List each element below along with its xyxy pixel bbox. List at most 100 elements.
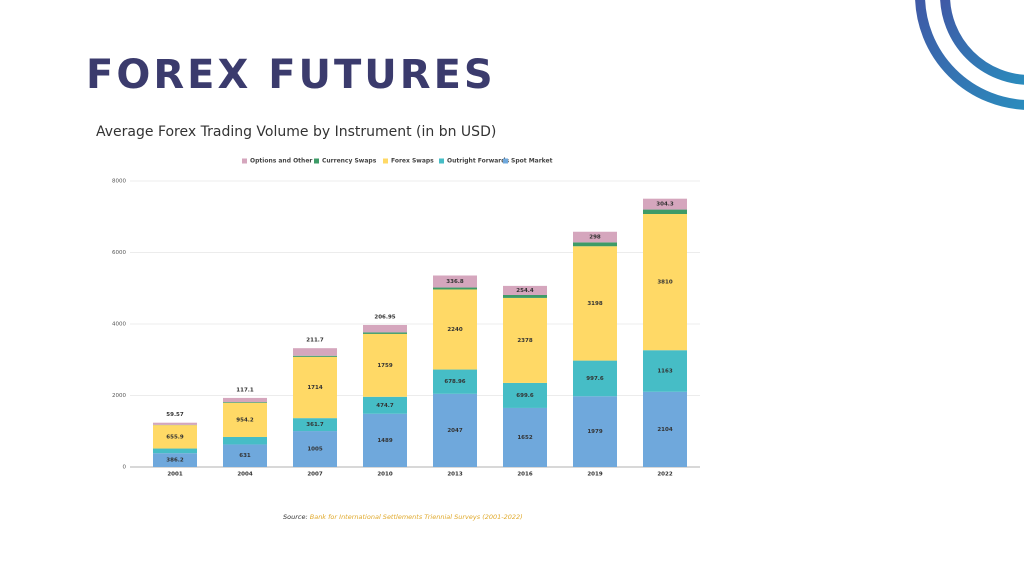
value-label: 3810 (657, 280, 672, 286)
bar-segment (293, 431, 337, 467)
bar-segment (503, 407, 547, 467)
value-label: 1489 (377, 438, 392, 444)
x-tick-label: 2013 (447, 472, 462, 478)
bar-segment (363, 332, 407, 334)
bar-segment (503, 297, 547, 383)
bar-segment (433, 287, 477, 290)
value-label: 655.9 (166, 434, 184, 440)
bar-segment (223, 402, 267, 437)
arc (940, 0, 1024, 85)
bar-segment (433, 369, 477, 394)
bar-segment (433, 289, 477, 370)
legend-swatch (503, 158, 508, 164)
decor-arcs (915, 0, 1024, 110)
x-tick-label: 2007 (307, 472, 322, 478)
x-tick-label: 2019 (587, 472, 602, 478)
value-label: 474.7 (376, 403, 394, 409)
bar-segment (643, 391, 687, 467)
bar-segment (433, 275, 477, 288)
legend-label: Outright Forwards (447, 158, 510, 165)
y-tick-label: 6000 (112, 250, 126, 256)
bar-segment (573, 396, 617, 467)
bar-segment (433, 393, 477, 467)
bar-segment (573, 231, 617, 243)
value-label: 117.1 (236, 387, 254, 393)
y-tick-label: 4000 (112, 322, 126, 328)
chart: 020004000600080002001386.2130.3655.959.5… (112, 158, 700, 478)
value-label: 2378 (517, 338, 532, 344)
value-label: 298 (589, 235, 601, 241)
bar-segment (293, 355, 337, 357)
bar-segment (363, 413, 407, 467)
value-label: 254.4 (516, 288, 534, 294)
bar-segment (223, 444, 267, 467)
value-label: 997.6 (586, 376, 604, 382)
bar-segment (223, 436, 267, 445)
legend-swatch (383, 158, 388, 164)
legend-swatch (242, 158, 247, 164)
bar-segment (153, 425, 197, 449)
y-tick-label: 0 (123, 465, 127, 471)
bar-segment (643, 350, 687, 392)
bar-segment (363, 324, 407, 333)
value-label: 206.95 (374, 314, 395, 320)
bar-segment (293, 348, 337, 356)
y-tick-label: 8000 (112, 179, 126, 185)
bar-segment (643, 213, 687, 351)
value-label: 1005 (307, 447, 322, 453)
bar-segment (153, 448, 197, 454)
bar-segment (643, 198, 687, 210)
value-label: 699.6 (516, 393, 534, 399)
bar-segment (573, 360, 617, 397)
value-label: 631 (239, 453, 251, 459)
bar-segment (293, 356, 337, 419)
value-label: 336.8 (446, 279, 464, 285)
x-tick-label: 2010 (377, 472, 392, 478)
value-label: 304.3 (656, 202, 674, 208)
value-label: 211.7 (306, 338, 324, 344)
bar-segment (363, 333, 407, 397)
bar-segment (153, 422, 197, 425)
value-label: 1652 (517, 435, 532, 441)
x-tick-label: 2004 (237, 472, 252, 478)
source-text: Bank for International Settlements Trien… (310, 513, 523, 521)
value-label: 2240 (447, 327, 462, 333)
value-label: 1979 (587, 429, 602, 435)
chart-title: Average Forex Trading Volume by Instrume… (96, 124, 496, 140)
y-tick-label: 2000 (112, 393, 126, 399)
bar-segment (643, 209, 687, 214)
value-label: 2047 (447, 428, 462, 434)
x-tick-label: 2022 (657, 472, 672, 478)
value-label: 361.7 (306, 422, 324, 428)
legend-label: Spot Market (511, 158, 553, 165)
value-label: 3198 (587, 301, 602, 307)
legend-swatch (314, 158, 319, 164)
bar-segment (223, 397, 267, 403)
bar-segment (573, 246, 617, 361)
source-label: Source: (283, 513, 308, 521)
value-label: 59.57 (166, 412, 184, 418)
bar-segment (153, 453, 197, 467)
bar-segment (363, 396, 407, 414)
value-label: 2104 (657, 427, 672, 433)
bar-segment (503, 285, 547, 295)
bar-segment (503, 294, 547, 298)
bar-segment (293, 418, 337, 432)
value-label: 678.96 (444, 379, 465, 385)
legend-swatch (439, 158, 444, 164)
x-tick-label: 2001 (167, 472, 182, 478)
legend-label: Options and Other (250, 158, 312, 165)
value-label: 1759 (377, 363, 392, 369)
slide-title: FOREX FUTURES (86, 52, 496, 98)
bar-segment (223, 402, 267, 403)
value-label: 386.2 (166, 458, 184, 464)
source: Source: Bank for International Settlemen… (283, 513, 523, 521)
value-label: 1714 (307, 385, 322, 391)
legend-label: Forex Swaps (391, 158, 434, 165)
value-label: 954.2 (236, 417, 254, 423)
value-label: 1163 (657, 368, 672, 374)
legend-label: Currency Swaps (322, 158, 377, 165)
x-tick-label: 2016 (517, 472, 532, 478)
bar-segment (503, 382, 547, 408)
